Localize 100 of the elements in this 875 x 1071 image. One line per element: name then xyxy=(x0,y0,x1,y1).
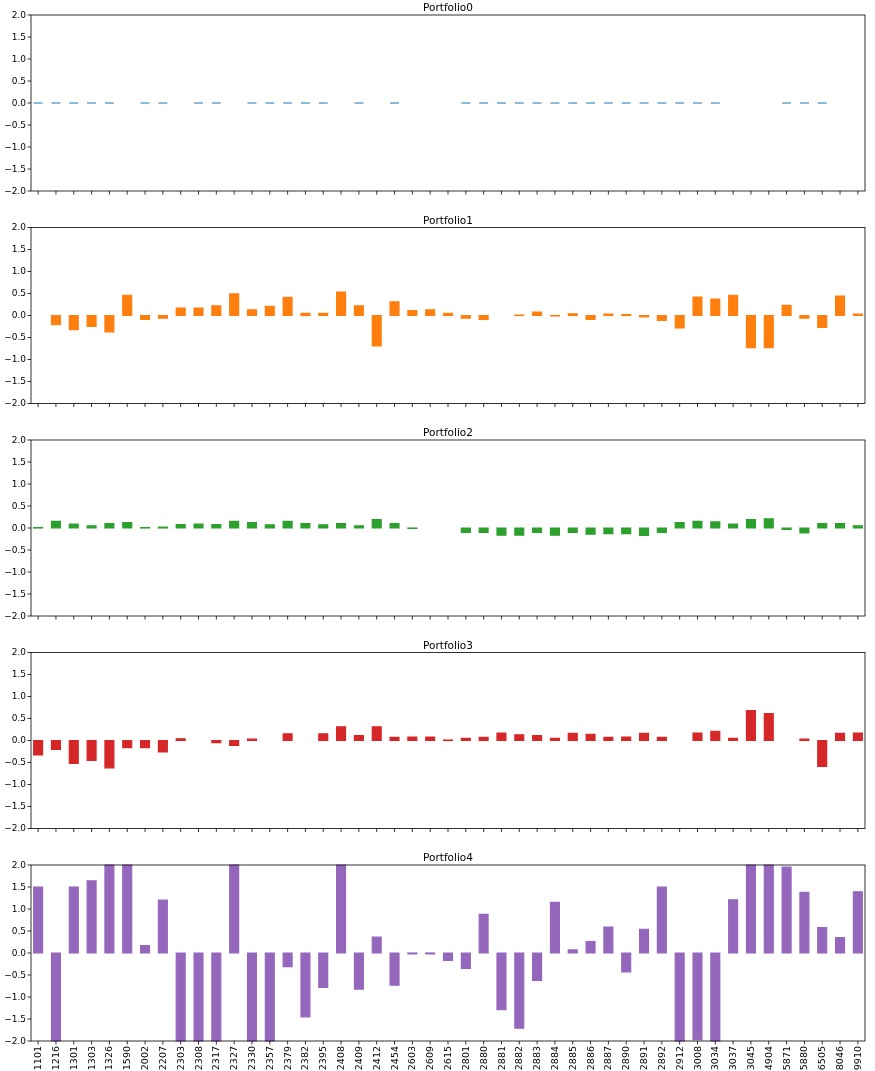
bar xyxy=(371,314,382,347)
bar xyxy=(532,952,543,981)
x-tick-label: 2912 xyxy=(673,1046,685,1071)
bar xyxy=(496,732,507,742)
bar xyxy=(246,522,258,529)
x-tick-label: 2454 xyxy=(388,1046,400,1071)
bar xyxy=(710,521,721,529)
y-tick-label: 2.0 xyxy=(11,859,27,870)
bar xyxy=(86,739,97,761)
bar xyxy=(674,952,685,1042)
y-tick-label: 1.5 xyxy=(11,881,26,892)
x-tick-label: 2603 xyxy=(406,1046,418,1071)
bar xyxy=(763,518,774,529)
bar xyxy=(585,314,596,321)
y-tick-label: 1.5 xyxy=(11,669,26,680)
chart-title: Portfolio3 xyxy=(423,638,473,651)
bar xyxy=(300,312,311,317)
x-tick-label: 2409 xyxy=(352,1046,364,1071)
x-tick-label: 2330 xyxy=(246,1046,258,1071)
x-tick-label: 2880 xyxy=(477,1046,489,1071)
bar xyxy=(425,309,436,317)
y-tick-label: −2.0 xyxy=(4,1035,27,1046)
bar xyxy=(122,294,133,317)
bar xyxy=(728,523,739,529)
bar xyxy=(532,311,543,317)
bar xyxy=(175,307,186,317)
y-tick-label: 0.5 xyxy=(11,75,26,86)
bar xyxy=(229,739,240,746)
bar xyxy=(799,891,810,954)
x-tick-label: 3034 xyxy=(709,1046,721,1071)
bar xyxy=(193,523,204,529)
y-tick-label: −1.5 xyxy=(4,801,26,812)
bar xyxy=(264,305,275,317)
bar xyxy=(567,527,578,533)
bar xyxy=(549,737,560,742)
x-tick-label: 4904 xyxy=(762,1046,774,1071)
bar xyxy=(852,525,863,529)
bar xyxy=(68,886,79,954)
x-tick-label: 2308 xyxy=(192,1046,204,1071)
bar xyxy=(68,739,79,764)
bar xyxy=(336,726,347,742)
bar xyxy=(728,737,739,742)
bar xyxy=(175,952,186,1042)
y-tick-label: 0.0 xyxy=(11,522,27,533)
bar xyxy=(799,314,810,319)
bar xyxy=(835,937,846,954)
bar xyxy=(692,296,703,317)
bar xyxy=(638,732,650,742)
bar xyxy=(585,527,596,535)
bar xyxy=(549,901,560,954)
bar xyxy=(407,310,418,317)
bar xyxy=(318,952,329,988)
x-tick-label: 2892 xyxy=(655,1046,667,1071)
bar xyxy=(246,309,258,317)
x-tick-label: 5871 xyxy=(780,1046,792,1071)
bar xyxy=(478,527,489,533)
chart-title: Portfolio0 xyxy=(423,1,473,13)
bar xyxy=(763,864,774,954)
bar xyxy=(728,899,739,954)
y-tick-label: 2.0 xyxy=(11,9,27,20)
x-tick-label: 2801 xyxy=(459,1046,471,1071)
bar xyxy=(300,523,311,529)
x-tick-label: 2207 xyxy=(156,1046,168,1071)
bar xyxy=(50,520,61,529)
bar xyxy=(86,880,97,954)
bar xyxy=(86,314,97,328)
bar xyxy=(496,527,507,536)
bar xyxy=(353,525,364,529)
bar xyxy=(621,527,632,535)
bar xyxy=(300,952,311,1018)
bar xyxy=(728,294,739,317)
y-tick-label: −2.0 xyxy=(4,398,27,409)
bar xyxy=(460,314,471,319)
chart-title: Portfolio4 xyxy=(423,851,474,863)
bar xyxy=(229,864,240,954)
bar xyxy=(68,523,79,529)
bar xyxy=(122,864,133,954)
bar xyxy=(157,899,168,954)
bar xyxy=(336,523,347,529)
bar xyxy=(229,293,240,317)
x-tick-label: 8046 xyxy=(834,1046,846,1071)
y-tick-label: −2.0 xyxy=(4,185,27,196)
x-tick-label: 9910 xyxy=(851,1046,863,1071)
x-tick-label: 2412 xyxy=(370,1046,382,1071)
bar xyxy=(175,523,186,529)
bar xyxy=(478,314,489,321)
bar xyxy=(603,527,614,535)
bar xyxy=(835,295,846,317)
bar xyxy=(371,519,382,529)
bar xyxy=(460,952,471,969)
x-tick-label: 5880 xyxy=(798,1046,810,1071)
bar xyxy=(104,523,115,529)
bar xyxy=(514,527,525,536)
bar xyxy=(140,314,151,321)
bar xyxy=(264,952,275,1042)
x-tick-label: 2884 xyxy=(548,1046,560,1071)
x-tick-label: 2357 xyxy=(263,1046,275,1071)
bar xyxy=(389,952,400,986)
bar xyxy=(336,291,347,317)
y-tick-label: −1.0 xyxy=(4,354,27,365)
